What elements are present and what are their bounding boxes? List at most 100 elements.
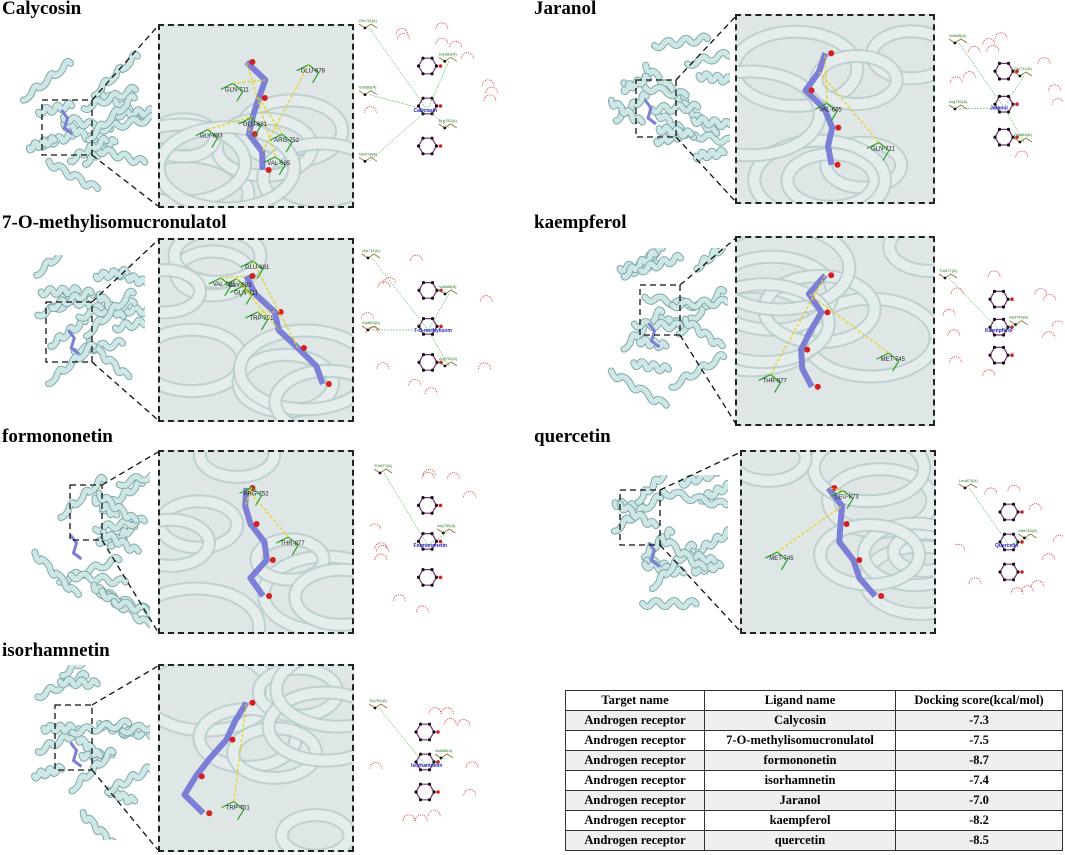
residue-label: ARG-752 (274, 138, 300, 144)
table-cell: -8.2 (895, 810, 1063, 831)
protein-cartoon-icon (31, 665, 150, 840)
residue-label-2d: Thr877(A) (374, 463, 393, 468)
residue-label-2d: Arg752(A) (437, 523, 456, 528)
table-row: Androgen receptor isorhamnetin -7.4 (565, 770, 1063, 791)
residue-label: LEU-873 (835, 495, 859, 501)
residue-label-2d: Gln678(A) (359, 151, 378, 156)
residue-label: GLY-683 (200, 134, 224, 140)
binding-site-zoom-calycosin: VAL-685 GLN-711 ARG-752 GLY-683 GLU-681 GLU-6… (158, 24, 354, 208)
residue-label: GLN-711 (871, 147, 896, 153)
binding-site-zoom-jaranol: VAL-685 GLN-711 (735, 14, 935, 204)
ligand-label-2d: Formononetin (414, 543, 448, 549)
interaction-map-2d-formononetin: Thr877(A) Arg752(A) Formononetin (370, 455, 485, 635)
protein-cartoon-icon (607, 248, 728, 409)
table-header-row: Target name Ligand name Docking score(kc… (565, 690, 1063, 711)
protein-structure-jaranol (590, 30, 730, 190)
table-cell: Androgen receptor (565, 750, 705, 771)
panel-title-quercetin: quercetin (534, 426, 611, 447)
residue-label-2d: Val685(A) (439, 284, 457, 289)
protein-cartoon-icon (33, 255, 145, 388)
protein-cartoon-icon (31, 471, 150, 628)
table-cell: -7.4 (895, 770, 1063, 791)
residue-label-2d: Gly683(A) (439, 51, 458, 56)
residue-label-2d: Met745(A) (1018, 528, 1037, 533)
residue-label: VAL-685 (267, 161, 291, 167)
table-cell: Calycosin (704, 710, 896, 731)
residue-label-2d: Gln711(A) (359, 18, 378, 23)
table-cell: formononetin (704, 750, 896, 771)
residue-label: GLU-678 (301, 69, 326, 75)
residue-label: MET-745 (769, 556, 794, 562)
panel-title-isorhamnetin: isorhamnetin (2, 640, 110, 661)
residue-label-2d: Gln711(A) (1014, 66, 1033, 71)
protein-structure-kaempferol (598, 248, 728, 418)
table-header: Ligand name (704, 690, 896, 711)
table-cell: Androgen receptor (565, 790, 705, 811)
table-cell: Androgen receptor (565, 810, 705, 831)
residue-label-2d: Thr877(A) (939, 268, 958, 273)
binding-site-zoom-formononetin: THR-877 ARG-752 (158, 450, 354, 634)
ligand-stick-model (181, 701, 249, 816)
residue-label: GLY-683 (228, 283, 252, 289)
protein-structure-quercetin (598, 475, 728, 630)
residue-label: TRP-751 (249, 316, 274, 322)
table-cell: -7.3 (895, 710, 1063, 731)
ligand-stick-model (826, 486, 878, 598)
ligand-label-2d: 7-O-methylisom (414, 328, 452, 334)
residue-label-2d: Arg752(A) (439, 118, 458, 123)
table-cell: -7.0 (895, 790, 1063, 811)
binding-site-zoom-methylisomucronulatol: VAL-685 GLN-711 TRP-751 GLY-683 GLU-681 (158, 238, 354, 422)
protein-structure-formononetin (20, 460, 150, 630)
residue-label-2d: Val685(A) (359, 85, 377, 90)
protein-structure-methylisomucronulatol (20, 255, 145, 425)
table-header: Docking score(kcal/mol) (895, 690, 1063, 711)
panel-title-methylisomucronulatol: 7-O-methylisomucronulatol (2, 212, 227, 233)
table-cell: 7-O-methylisomucronulatol (704, 730, 896, 751)
table-header: Target name (565, 690, 705, 711)
ligand-label-2d: Calycosin (414, 108, 438, 114)
panel-title-kaempferol: kaempferol (534, 212, 627, 233)
table-cell: quercetin (704, 830, 896, 851)
residue-label-2d: Arg752(A) (949, 99, 968, 104)
residue-label-2d: Leu873(A) (959, 478, 978, 483)
protein-structure-isorhamnetin (20, 665, 150, 840)
interaction-map-2d-jaranol: Val685(A) Gln711(A) Arg752(A) Gly683(A) Jara… (945, 25, 1063, 190)
docking-score-table: Target name Ligand name Docking score(kc… (565, 690, 1063, 851)
residue-label-2d: Arg752(A) (439, 356, 458, 361)
protein-cartoon-icon (607, 32, 730, 163)
interaction-map-2d-kaempferol: Thr877(A) Met745(A) Kaempferol (935, 260, 1063, 400)
table-cell: -7.5 (895, 730, 1063, 751)
residue-label-2d: Met745(A) (1009, 315, 1028, 320)
ligand-label-2d: Quercetin (995, 543, 1018, 549)
table-cell: Androgen receptor (565, 710, 705, 731)
ligand-label-2d: Kaempferol (985, 328, 1013, 334)
panel-title-formononetin: formononetin (2, 426, 113, 447)
residue-label: GLN-711 (234, 290, 259, 296)
protein-cartoon-icon (20, 50, 152, 192)
residue-label-2d: Val685(A) (435, 748, 453, 753)
residue-label-2d: Val685(A) (949, 33, 967, 38)
panel-title-jaranol: Jaranol (534, 0, 597, 19)
table-cell: -8.5 (895, 830, 1063, 851)
interaction-map-2d-calycosin: Gln711(A) Gly683(A) Val685(A) Arg752(A) Gln6… (355, 10, 500, 210)
binding-site-zoom-isorhamnetin: TRP-751 (158, 664, 354, 852)
residue-label: GLU-681 (245, 265, 270, 271)
ligand-label-2d: Isorhamnetin (411, 763, 442, 769)
table-row: Androgen receptor kaempferol -8.2 (565, 810, 1063, 831)
table-cell: Jaranol (704, 790, 896, 811)
residue-label: GLN-711 (225, 87, 250, 93)
interaction-map-2d-isorhamnetin: Trp751(A) Val685(A) Isorhamnetin (365, 690, 485, 840)
residue-label: THR-877 (280, 541, 305, 547)
residue-label-2d: Trp751(A) (369, 698, 388, 703)
table-row: Androgen receptor Jaranol -7.0 (565, 790, 1063, 811)
table-row: Androgen receptor Calycosin -7.3 (565, 710, 1063, 731)
ligand-stick-model (798, 273, 828, 389)
table-cell: kaempferol (704, 810, 896, 831)
residue-label: TRP-751 (226, 806, 251, 812)
table-row: Androgen receptor quercetin -8.5 (565, 830, 1063, 851)
table-cell: Androgen receptor (565, 830, 705, 851)
residue-label-2d: Gln711(A) (362, 248, 381, 253)
ligand-stick-model (242, 487, 270, 598)
interaction-map-2d-methylisomucronulatol: Gln711(A) Val685(A) Gly683(A) Arg752(A) 7-O-… (358, 240, 498, 420)
residue-label: GLU-681 (243, 122, 268, 128)
